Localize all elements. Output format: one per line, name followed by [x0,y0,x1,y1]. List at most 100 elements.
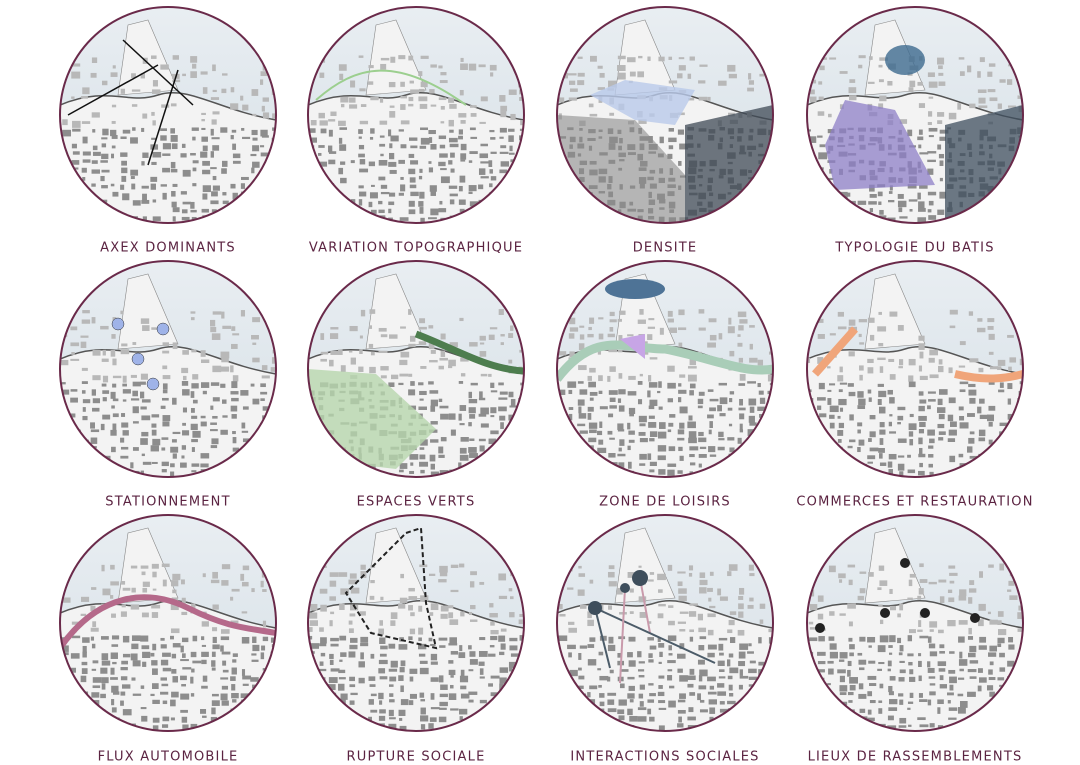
building [478,184,484,190]
building [828,113,832,118]
building [172,643,181,648]
building [918,365,923,372]
building [847,669,851,677]
building [61,645,69,652]
building [102,199,108,203]
building [380,733,383,735]
building [62,430,70,436]
building [917,192,921,200]
building [868,397,872,402]
building [409,184,417,189]
building [919,699,928,702]
building [980,478,984,485]
building [867,717,875,722]
building [130,398,140,401]
building [998,183,1006,190]
building [698,437,707,443]
building [709,716,714,721]
building [60,461,69,466]
building [839,71,848,74]
building [749,660,756,664]
building [122,217,126,223]
building [339,659,343,662]
building [252,317,261,323]
building [92,660,99,664]
building [647,56,651,61]
building [480,423,489,428]
building [368,699,374,705]
building [878,103,884,109]
building [578,199,586,202]
building [727,437,735,441]
building [82,407,86,412]
panel-label: VARIATION TOPOGRAPHIQUE [309,241,523,256]
building [1019,415,1023,422]
building [999,667,1006,672]
building [648,579,654,582]
panel-frame [556,260,774,478]
building [978,105,988,108]
building [380,57,390,61]
building [449,129,454,133]
building [231,588,240,592]
building [868,438,872,442]
building [879,580,888,586]
building [498,635,506,642]
building [92,207,98,212]
panel-label: COMMERCES ET RESTAURATION [796,495,1033,510]
building [91,668,97,671]
building [170,463,175,468]
building [557,732,565,737]
building [639,701,644,707]
building [969,431,975,435]
building [887,660,892,667]
building [737,629,745,636]
building [430,643,436,646]
building [1009,56,1018,60]
building [201,651,209,657]
building [478,216,484,223]
building [350,209,358,212]
building [589,55,597,62]
building [587,375,592,381]
building [232,437,237,444]
building [1007,455,1013,458]
building [439,732,445,738]
building [182,389,190,396]
building [828,565,836,573]
building [82,637,90,643]
building [520,461,524,468]
building [90,437,98,444]
building [232,192,238,200]
building [72,732,77,737]
building [182,422,187,426]
building [728,564,738,571]
building [328,677,338,684]
building [667,365,675,372]
building [558,708,562,715]
building [449,732,453,735]
building [809,637,818,642]
building [231,725,236,728]
building [131,183,136,190]
building [82,707,88,715]
building [242,438,252,443]
building [577,589,585,596]
building [439,200,443,205]
building [499,700,505,705]
building [429,89,435,94]
building [82,176,86,181]
building [460,215,465,223]
building [977,71,981,78]
building [907,129,913,137]
building [867,358,874,364]
building [410,160,419,165]
building [607,430,613,435]
building [172,573,181,581]
building [192,183,197,187]
building [329,596,336,601]
building [667,564,673,571]
building [438,398,443,402]
building [989,645,998,652]
building [132,127,136,131]
